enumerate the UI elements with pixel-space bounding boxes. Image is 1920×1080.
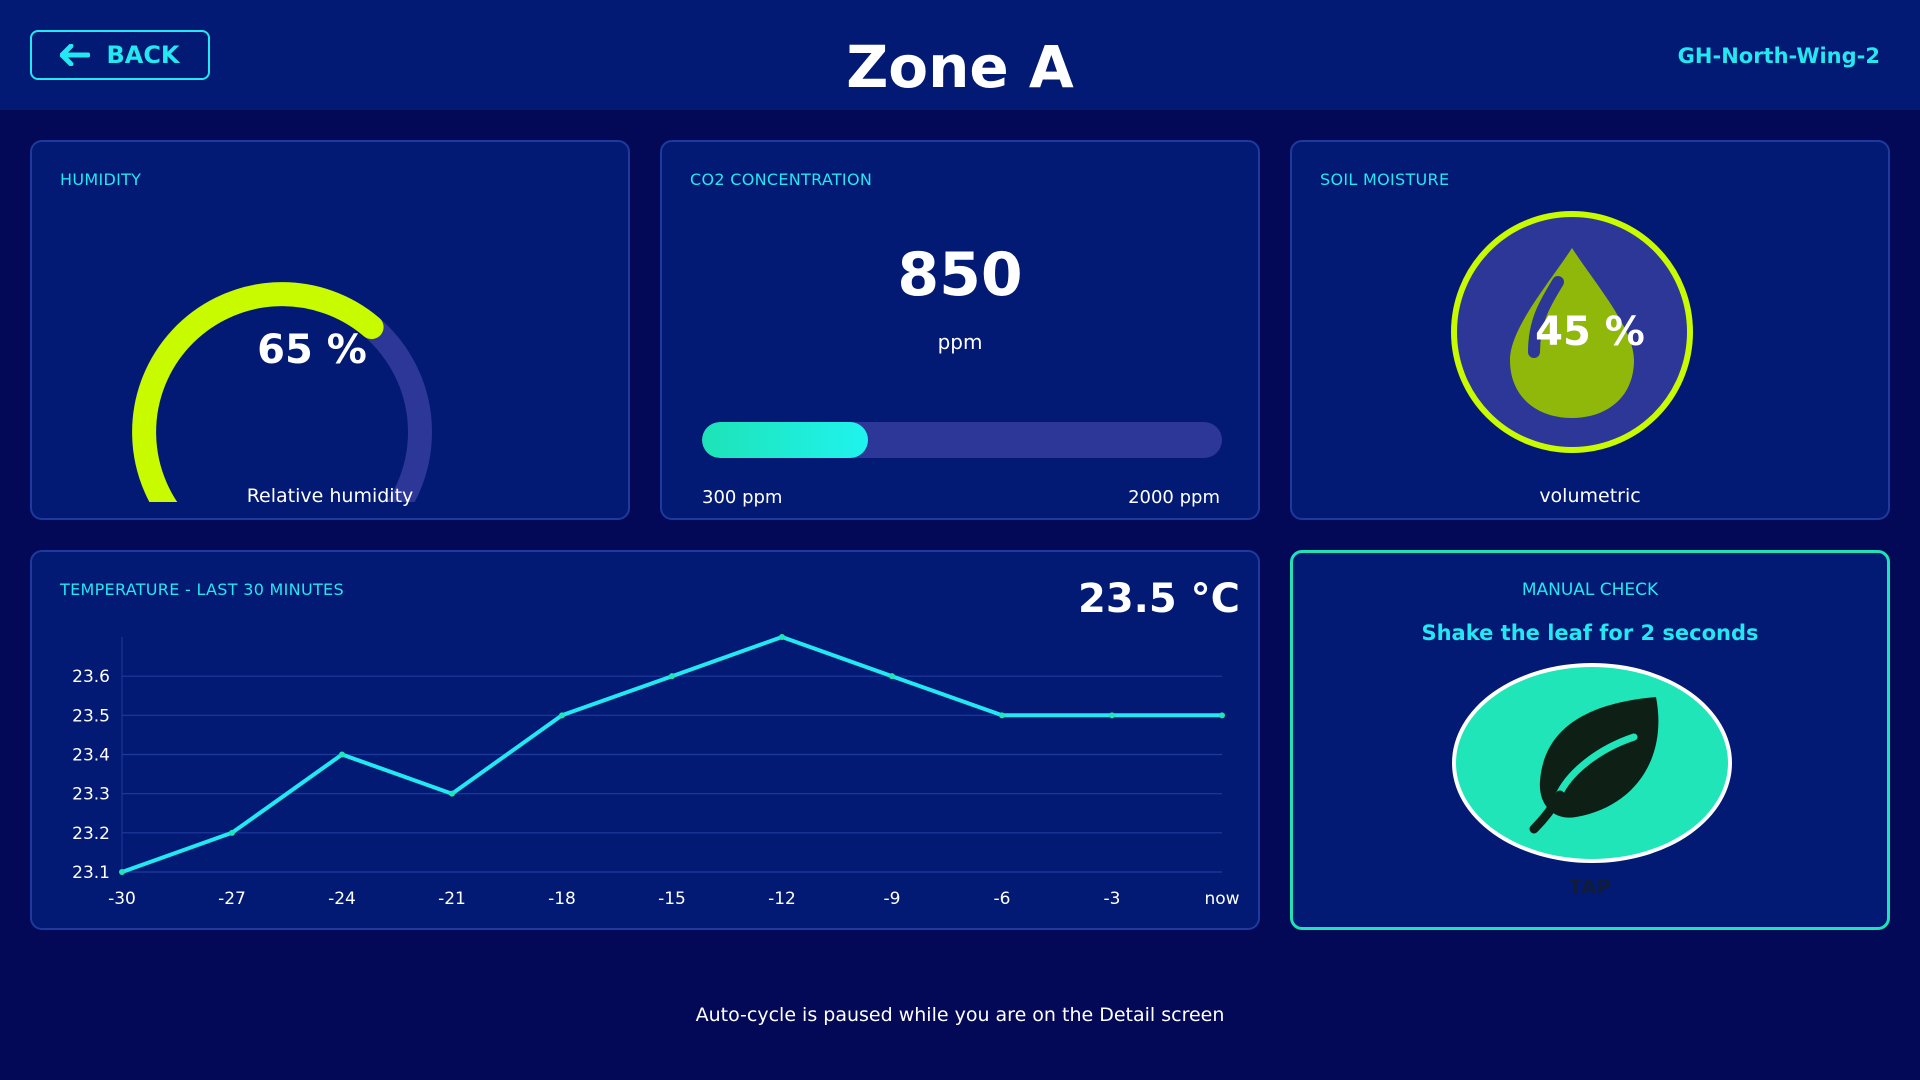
x-tick-label: -27 [218, 889, 246, 909]
co2-max-label: 2000 ppm [1128, 487, 1220, 508]
humidity-value: 65 % [257, 327, 367, 373]
x-tick-label: -30 [108, 889, 136, 909]
x-tick-label: -21 [438, 889, 466, 909]
temperature-data-point [559, 712, 565, 719]
soil-title: SOIL MOISTURE [1320, 170, 1450, 189]
co2-card: CO2 CONCENTRATION 850 ppm 300 ppm 2000 p… [660, 140, 1260, 520]
manual-check-title: MANUAL CHECK [1521, 580, 1659, 600]
tap-label: TAP [1568, 875, 1612, 899]
co2-progress-fill [702, 422, 869, 458]
co2-title: CO2 CONCENTRATION [690, 170, 873, 189]
y-tick-label: 23.1 [72, 863, 110, 883]
x-tick-label: -9 [884, 889, 901, 909]
temperature-data-point [999, 712, 1005, 719]
back-button-label: BACK [106, 41, 180, 69]
leaf-tap-button[interactable] [1452, 663, 1732, 863]
temperature-data-point [1109, 712, 1115, 719]
temperature-data-point [339, 751, 345, 758]
temperature-data-point [669, 673, 675, 680]
y-tick-label: 23.3 [72, 785, 110, 805]
temperature-data-point [119, 869, 125, 875]
soil-caption: volumetric [1539, 485, 1641, 507]
water-drop-icon [1451, 211, 1693, 453]
temperature-card: TEMPERATURE - LAST 30 MINUTES 23.1 23.2 23… [30, 550, 1260, 930]
x-tick-label: -3 [1104, 889, 1121, 909]
footer-note: Auto-cycle is paused while you are on th… [695, 1004, 1225, 1026]
humidity-title: HUMIDITY [60, 170, 142, 189]
humidity-gauge [132, 282, 432, 502]
leaf-icon [1529, 697, 1659, 834]
arrow-left-icon [60, 44, 91, 66]
temperature-data-point [889, 673, 895, 680]
x-tick-label: -12 [768, 889, 796, 909]
x-tick-label: -15 [658, 889, 686, 909]
temperature-data-point [449, 790, 455, 797]
soil-card: SOIL MOISTURE 45 % volumetric [1290, 140, 1890, 520]
co2-min-label: 300 ppm [702, 487, 783, 508]
co2-progress-track [702, 422, 1222, 458]
y-tick-label: 23.4 [72, 746, 110, 766]
y-tick-label: 23.6 [72, 667, 110, 687]
x-tick-label: -6 [994, 889, 1011, 909]
x-tick-label: now [1204, 889, 1239, 909]
temperature-chart: 23.1 23.2 23.3 23.4 23.5 23.6 -30 -27 -24 -21 -18 -… [72, 634, 1240, 909]
temperature-current-value: 23.5 °C [1078, 576, 1240, 622]
temperature-data-point [1219, 712, 1225, 719]
temperature-data-point [779, 634, 785, 640]
y-tick-label: 23.2 [72, 824, 110, 844]
y-tick-label: 23.5 [72, 706, 110, 726]
header-bar: BACK Zone A GH-North-Wing-2 [0, 0, 1920, 110]
soil-value: 45 % [1535, 309, 1645, 355]
x-tick-label: -24 [328, 889, 356, 909]
humidity-gauge-fill [132, 282, 384, 502]
co2-value: 850 [897, 240, 1023, 310]
humidity-caption: Relative humidity [246, 485, 414, 507]
manual-check-card: MANUAL CHECK Shake the leaf for 2 second… [1290, 550, 1890, 930]
manual-check-instruction: Shake the leaf for 2 seconds [1421, 621, 1759, 645]
temperature-title: TEMPERATURE - LAST 30 MINUTES [60, 580, 344, 599]
co2-unit: ppm [937, 330, 983, 354]
humidity-card: HUMIDITY 65 % Relative humidity [30, 140, 630, 520]
zone-id: GH-North-Wing-2 [1677, 44, 1880, 68]
back-button[interactable]: BACK [30, 30, 210, 80]
temperature-data-point [229, 829, 235, 836]
page-title: Zone A [846, 33, 1074, 101]
x-tick-label: -18 [548, 889, 576, 909]
